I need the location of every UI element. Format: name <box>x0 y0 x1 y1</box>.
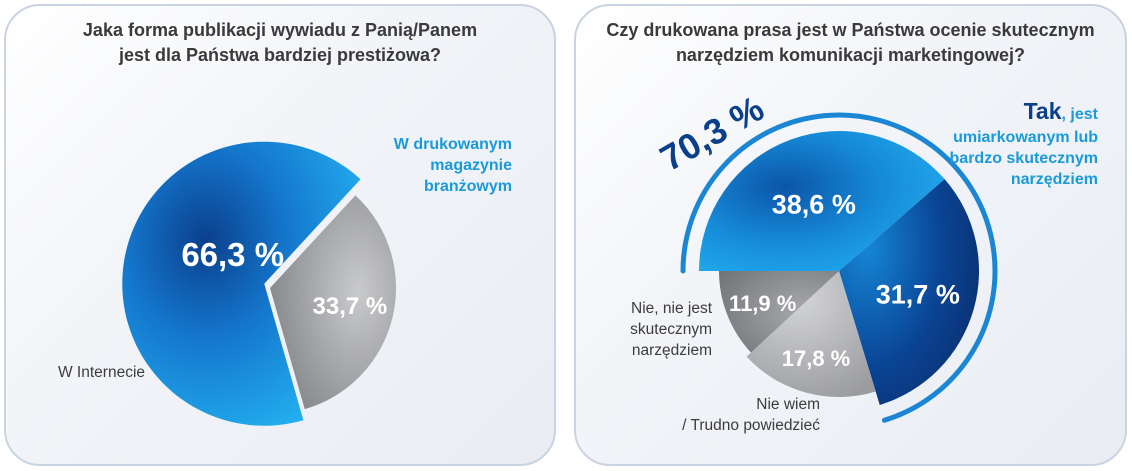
chart-title: Jaka forma publikacji wywiadu z Panią/Pa… <box>6 18 554 68</box>
pie-slice-yes-moderately <box>699 130 945 271</box>
pie-chart-effectiveness: 38,6 % 31,7 % 17,8 % 11,9 % 70,3 % <box>653 87 998 423</box>
pie-chart-prestige: 66,3 % 33,7 % <box>122 141 397 426</box>
legend-label-internet: W Internecie <box>58 362 145 383</box>
label-yes-head: Tak <box>1023 98 1062 124</box>
data-label-yes-moderately: 38,6 % <box>772 190 856 220</box>
label-line: narzędziem <box>1010 171 1098 188</box>
legend-label-print-magazine: W drukowanym magazynie branżowym <box>372 134 512 197</box>
data-label-yes-very: 31,7 % <box>876 280 960 310</box>
label-line: branżowym <box>423 178 512 195</box>
legend-label-not-effective: Nie, nie jest skutecznym narzędziem <box>584 298 712 361</box>
yes-total-arc <box>680 112 998 423</box>
label-line: umiarkowanym lub <box>953 129 1098 146</box>
pie-slice-print-magazine <box>122 141 361 426</box>
label-line: / Trudno powiedzieć <box>682 417 820 434</box>
label-line: Nie wiem <box>756 396 820 413</box>
pie-slice-dont-know <box>746 271 876 398</box>
chart-title: Czy drukowana prasa jest w Państwa oceni… <box>576 18 1125 68</box>
legend-label-dont-know: Nie wiem / Trudno powiedzieć <box>640 394 820 436</box>
pie-slice-yes-very <box>839 179 980 405</box>
label-line: magazynie <box>430 157 512 174</box>
label-line: W Internecie <box>58 364 146 381</box>
label-line: bardzo skutecznym <box>949 150 1098 167</box>
chart-panel-effectiveness: Czy drukowana prasa jest w Państwa oceni… <box>574 4 1127 466</box>
pie-slice-not-effective <box>719 271 839 353</box>
data-label-print-magazine: 66,3 % <box>181 236 284 273</box>
label-line: , jest <box>1061 106 1098 123</box>
label-line: skutecznym <box>630 321 712 338</box>
data-label-dont-know: 17,8 % <box>782 346 851 371</box>
label-line: W drukowanym <box>393 136 512 153</box>
legend-label-yes: Tak, jest umiarkowanym lub bardzo skutec… <box>928 99 1098 190</box>
pie-slice-internet <box>270 195 397 410</box>
label-line: narzędziem <box>631 342 712 359</box>
chart-title-line: Czy drukowana prasa jest w Państwa oceni… <box>606 20 1095 40</box>
chart-title-line: narzędziem komunikacji marketingowej? <box>675 45 1026 65</box>
chart-title-line: jest dla Państwa bardziej prestiżowa? <box>118 45 442 65</box>
data-label-not-effective: 11,9 % <box>729 291 796 316</box>
chart-title-line: Jaka forma publikacji wywiadu z Panią/Pa… <box>82 20 478 40</box>
label-line: Nie, nie jest <box>631 300 712 317</box>
data-label-internet: 33,7 % <box>313 293 388 320</box>
chart-panel-prestige: Jaka forma publikacji wywiadu z Panią/Pa… <box>4 4 556 466</box>
